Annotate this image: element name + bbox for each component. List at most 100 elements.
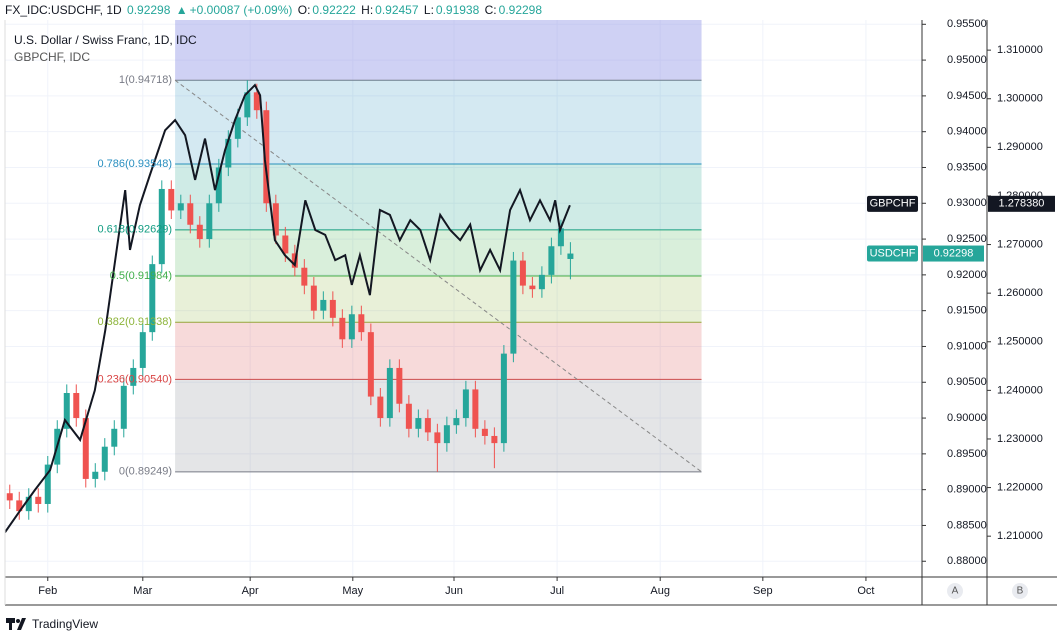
x-tick-label: Mar	[133, 585, 152, 597]
candle-body	[206, 203, 213, 240]
y-tick-label: 0.92000	[947, 269, 987, 281]
y2-tick-label: 1.310000	[997, 44, 1043, 56]
axis-button[interactable]	[1012, 583, 1028, 599]
y2-tick-label: 1.220000	[997, 481, 1043, 493]
y-tick-label: 0.95500	[947, 18, 987, 30]
y-tick-label: 0.93000	[947, 197, 987, 209]
ohlc-key: H:	[361, 3, 374, 17]
candle-body	[82, 418, 89, 479]
brand: TradingView	[32, 617, 98, 631]
fib-label: 0(0.89249)	[119, 466, 172, 478]
candle-body	[130, 367, 137, 386]
candle-body	[462, 389, 469, 419]
price-box-label: 0.92298	[934, 247, 974, 259]
price-tag-name: GBPCHF	[870, 198, 916, 210]
axis-name: B	[1017, 586, 1024, 597]
y2-tick-label: 1.290000	[997, 141, 1043, 153]
chart-title: U.S. Dollar / Swiss Franc, 1D, IDC	[14, 33, 197, 47]
candle-body	[25, 496, 32, 512]
fib-label: 0.382(0.91338)	[97, 316, 172, 328]
candle-body	[377, 396, 384, 419]
ohlc-key: L:	[423, 3, 434, 17]
candle-body	[329, 299, 336, 318]
candle-body	[529, 285, 536, 290]
candle-body	[177, 203, 184, 211]
candle-body	[225, 138, 232, 168]
candle-body	[519, 260, 526, 286]
legend-entry: GBPCHF, IDC	[14, 50, 90, 64]
x-tick-label: May	[342, 585, 363, 597]
candle-body	[443, 425, 450, 444]
arrow: ▲	[175, 3, 188, 17]
candle-body	[234, 117, 241, 139]
candle-body	[158, 188, 165, 265]
candle-body	[472, 389, 479, 429]
candle-body	[101, 446, 108, 472]
price-box	[988, 195, 1055, 212]
candle-body	[263, 110, 270, 204]
candle-body	[215, 167, 222, 204]
candle-body	[538, 274, 545, 290]
y-tick-label: 0.95000	[947, 54, 987, 66]
candle-body	[272, 203, 279, 236]
candle-body	[415, 418, 422, 429]
fib-label: 0.236(0.90540)	[97, 373, 172, 385]
price-box	[923, 245, 984, 262]
y-tick-label: 0.93500	[947, 161, 987, 173]
axis-name: A	[952, 586, 959, 597]
price-tag	[867, 245, 918, 262]
candle-body	[481, 428, 488, 436]
candle-body	[168, 188, 175, 211]
y-tick-label: 0.94500	[947, 90, 987, 102]
symbol: FX_IDC:USDCHF, 1D	[5, 3, 122, 17]
candle-body	[367, 332, 374, 397]
y2-tick-label: 1.230000	[997, 433, 1043, 445]
price-tag-name: USDCHF	[870, 247, 916, 259]
fib-label: 0.618(0.92629)	[97, 224, 172, 236]
candle-body	[253, 92, 260, 111]
y-tick-label: 0.91000	[947, 340, 987, 352]
ohlc-value: 0.92457	[375, 3, 419, 17]
logo	[6, 618, 26, 630]
candle-body	[358, 314, 365, 333]
header: FX_IDC:USDCHF, 1D 0.92298 ▲ +0.00087 (+0.…	[5, 3, 544, 17]
candle-body	[63, 393, 70, 429]
fib-band	[175, 379, 702, 472]
candle-body	[16, 500, 23, 512]
fib-band	[175, 20, 702, 81]
candle-body	[339, 317, 346, 340]
y-tick-label: 0.92500	[947, 233, 987, 245]
candle-body	[453, 418, 460, 426]
series-line	[5, 83, 571, 533]
axis-button[interactable]	[947, 583, 963, 599]
candle-body	[73, 393, 80, 419]
candle-body	[567, 253, 574, 259]
candle-body	[120, 385, 127, 429]
trend-line	[174, 79, 702, 473]
y-tick-label: 0.94000	[947, 126, 987, 138]
candle-body	[434, 432, 441, 444]
x-tick-label: Apr	[242, 585, 259, 597]
candle-body	[139, 332, 146, 368]
fib-label: 0.786(0.93548)	[97, 158, 172, 170]
fib-label: 1(0.94718)	[119, 74, 172, 86]
candle-body	[111, 428, 118, 447]
y-tick-label: 0.88000	[947, 555, 987, 567]
price-label: GBPCHF 1.278380	[867, 195, 1055, 212]
ohlc-key: C:	[484, 3, 497, 17]
candle-body	[396, 367, 403, 404]
candle-body	[282, 235, 289, 254]
y2-tick-label: 1.270000	[997, 238, 1043, 250]
candle-body	[348, 314, 355, 340]
last-price: 0.92298	[127, 3, 171, 17]
x-tick-label: Feb	[38, 585, 57, 597]
candle-body	[500, 353, 507, 444]
candle-body	[405, 403, 412, 429]
y2-tick-label: 1.250000	[997, 336, 1043, 348]
y-tick-label: 0.91500	[947, 305, 987, 317]
x-tick-label: Sep	[753, 585, 773, 597]
y-tick-label: 0.88500	[947, 519, 987, 531]
